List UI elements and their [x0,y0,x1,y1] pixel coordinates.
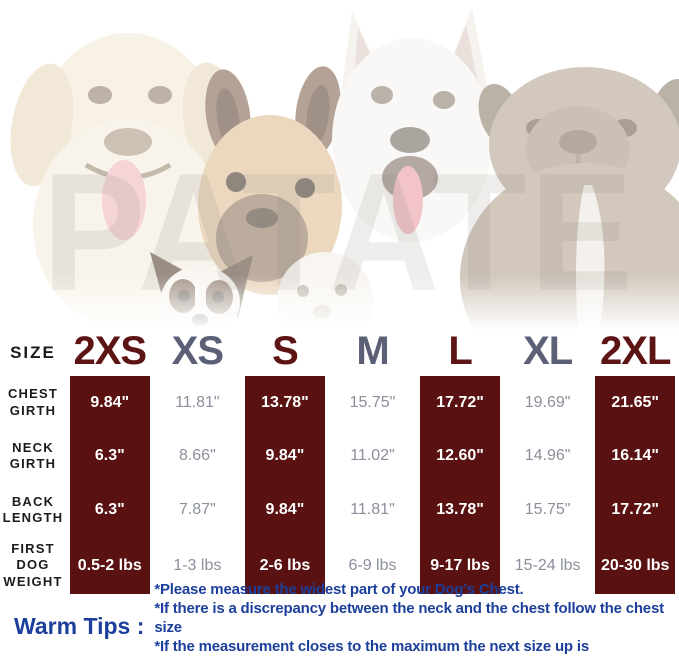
tip-line-3: *If the measurement closes to the maximu… [154,638,589,659]
row-label-back-length: BACK LENGTH [2,493,64,525]
col-header-2xs: 2XS [73,328,147,373]
white-shepherd-photo [332,8,492,242]
value-cell: 15.75" [524,501,571,518]
value-cell: 11.02" [350,447,395,464]
value-cell: 8.66" [178,447,216,464]
value-cell: 2-6 lbs [241,537,329,594]
value-cell: 15.75" [349,393,396,411]
value-cell: 17.72" [416,376,504,429]
col-header-l: L [448,328,472,373]
tip-line-2: *If there is a discrepancy between the n… [154,600,664,636]
value-cell: 12.60" [416,429,504,483]
tip-line-1: *Please measure the widest part of your … [154,581,524,598]
value-cell: 20-30 lbs [591,537,679,594]
value-cell: 9.84" [241,483,329,537]
french-bulldog-photo [198,66,342,295]
value-cell: 6.3" [66,429,154,483]
value-cell: 9.84" [66,376,154,429]
col-header-m: M [356,328,389,373]
value-cell: 9.84" [241,429,329,483]
col-header-s: S [272,328,299,373]
value-cell: 11.81" [350,501,395,518]
warm-tips-section: Warm Tips : *Please measure the widest p… [0,581,679,659]
value-cell: 7.87" [178,501,216,518]
size-row-label: SIZE [10,343,56,362]
value-cell: 6-9 lbs [348,556,397,574]
size-table: SIZE 2XS XS S M L XL 2XL CHEST GIRTH 9.8… [0,328,679,594]
value-cell: 11.81" [175,393,220,411]
col-header-2xl: 2XL [600,328,671,373]
row-label-neck-girth: NECK GIRTH [9,439,57,471]
value-cell: 13.78" [416,483,504,537]
value-cell: 1-3 lbs [173,556,222,574]
value-cell: 9-17 lbs [416,537,504,594]
value-cell: 6.3" [66,483,154,537]
value-cell: 19.69" [524,393,571,411]
value-cell: 21.65" [591,376,679,429]
dog-photo-banner: PATATE [0,8,679,330]
value-cell: 15-24 lbs [514,556,581,574]
value-cell: 14.96" [524,447,571,464]
value-cell: 13.78" [241,376,329,429]
col-header-xl: XL [523,328,573,373]
photo-fade-overlay [0,275,679,330]
value-cell: 17.72" [591,483,679,537]
value-cell: 16.14" [591,429,679,483]
row-label-first-dog-weight: FIRST DOG WEIGHT [3,541,63,589]
value-cell: 0.5-2 lbs [66,537,154,594]
warm-tips-list: *Please measure the widest part of your … [154,578,679,659]
col-header-xs: XS [171,328,224,373]
row-label-chest-girth: CHEST GIRTH [7,386,59,418]
warm-tips-label: Warm Tips : [14,613,145,639]
